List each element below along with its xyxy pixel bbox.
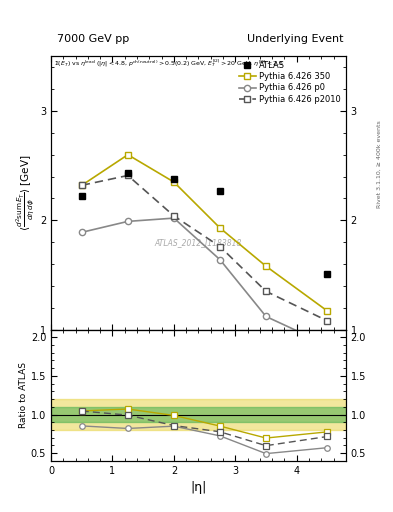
Pythia 6.426 p0 — [325, 342, 330, 348]
Line: Pythia 6.426 350: Pythia 6.426 350 — [79, 152, 331, 314]
Legend: ATLAS, Pythia 6.426 350, Pythia 6.426 p0, Pythia 6.426 p2010: ATLAS, Pythia 6.426 350, Pythia 6.426 p0… — [237, 59, 343, 106]
Pythia 6.426 350 — [218, 225, 222, 231]
Pythia 6.426 350 — [125, 152, 130, 158]
Pythia 6.426 p2010 — [79, 182, 84, 188]
Pythia 6.426 p0 — [218, 257, 222, 263]
Y-axis label: $\langle\frac{d^2\mathrm{sum}\,E_T}{d\eta\,d\phi}\rangle$ [GeV]: $\langle\frac{d^2\mathrm{sum}\,E_T}{d\et… — [14, 155, 36, 231]
Pythia 6.426 p2010 — [125, 173, 130, 179]
Text: ATLAS_2012_I1183818: ATLAS_2012_I1183818 — [155, 238, 242, 247]
Text: Rivet 3.1.10, ≥ 400k events: Rivet 3.1.10, ≥ 400k events — [377, 120, 382, 208]
Line: Pythia 6.426 p2010: Pythia 6.426 p2010 — [79, 173, 331, 324]
Pythia 6.426 350 — [325, 308, 330, 314]
Pythia 6.426 350 — [264, 263, 268, 269]
Pythia 6.426 p0 — [79, 229, 84, 236]
Text: Underlying Event: Underlying Event — [247, 33, 344, 44]
ATLAS — [325, 271, 330, 277]
Pythia 6.426 p2010 — [325, 318, 330, 324]
ATLAS — [79, 193, 84, 199]
Pythia 6.426 p0 — [264, 313, 268, 319]
X-axis label: |η|: |η| — [190, 481, 207, 494]
Line: Pythia 6.426 p0: Pythia 6.426 p0 — [79, 215, 331, 348]
Pythia 6.426 350 — [79, 182, 84, 188]
Pythia 6.426 350 — [172, 179, 176, 185]
Pythia 6.426 p2010 — [218, 244, 222, 250]
Text: $\Sigma(E_T)$ vs $\eta^{\rm lead}$ ($|\eta| < 4.8$, $p^{\rm ch(neutral)} > 0.5(0: $\Sigma(E_T)$ vs $\eta^{\rm lead}$ ($|\e… — [54, 58, 284, 69]
Bar — [51, 407, 346, 422]
Pythia 6.426 p0 — [172, 215, 176, 221]
ATLAS — [218, 188, 222, 194]
ATLAS — [172, 176, 176, 182]
Bar — [51, 399, 346, 430]
Pythia 6.426 p0 — [125, 218, 130, 224]
ATLAS — [125, 170, 130, 176]
Pythia 6.426 p2010 — [172, 213, 176, 219]
Line: ATLAS: ATLAS — [78, 170, 331, 278]
Pythia 6.426 p2010 — [264, 288, 268, 294]
Y-axis label: Ratio to ATLAS: Ratio to ATLAS — [19, 362, 28, 428]
Text: 7000 GeV pp: 7000 GeV pp — [57, 33, 129, 44]
